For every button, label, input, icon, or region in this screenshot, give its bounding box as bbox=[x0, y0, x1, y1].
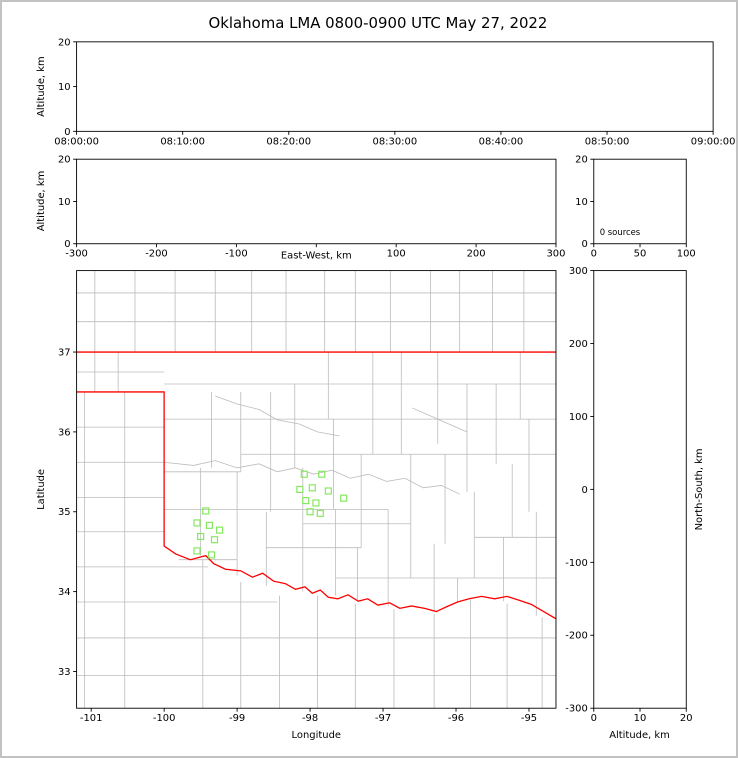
y-tick-label: 100 bbox=[569, 412, 588, 423]
y-tick-label: 10 bbox=[575, 197, 588, 208]
y-tick-label: -300 bbox=[565, 704, 588, 715]
lma-station-marker bbox=[210, 536, 219, 544]
lma-station-marker bbox=[193, 547, 201, 555]
lma-station-marker bbox=[318, 470, 326, 478]
lma-station-marker bbox=[296, 485, 304, 493]
map-xlabel: Longitude bbox=[292, 730, 341, 741]
lma-station-marker bbox=[202, 507, 210, 515]
x-tick-label: 200 bbox=[467, 249, 486, 260]
panel-frame bbox=[76, 41, 714, 132]
x-tick-label: 08:50:00 bbox=[585, 136, 630, 147]
ticks-ew-height: -300 -200 -100 100 200 300 0 10 20 bbox=[58, 155, 565, 260]
y-tick-label: 33 bbox=[58, 667, 71, 678]
county-river-line bbox=[164, 460, 460, 495]
x-tick-label: 100 bbox=[677, 249, 696, 260]
ticks-ns-height: 0 10 20 -300 -200 -100 0 100 200 300 bbox=[565, 266, 692, 724]
x-tick-label: -99 bbox=[229, 713, 245, 724]
panel-time-height: 08:00:00 08:10:00 08:20:00 08:30:00 08:40:00… bbox=[54, 37, 735, 147]
panel-ns-height: 0 10 20 -300 -200 -100 0 100 200 300 bbox=[565, 266, 692, 724]
ticks-time-height: 08:00:00 08:10:00 08:20:00 08:30:00 08:40:00… bbox=[54, 37, 735, 147]
lma-station-marker bbox=[312, 499, 320, 507]
lma-station-marker bbox=[340, 494, 348, 502]
panel-frame bbox=[76, 158, 557, 245]
x-tick-label: 08:40:00 bbox=[479, 136, 524, 147]
ns-height-xlabel: Altitude, km bbox=[609, 730, 670, 741]
x-tick-label: -100 bbox=[225, 249, 248, 260]
source-count-annotation: 0 sources bbox=[600, 227, 640, 237]
x-tick-label: 20 bbox=[680, 713, 693, 724]
x-tick-label: -96 bbox=[448, 713, 464, 724]
x-tick-label: 0 bbox=[591, 713, 597, 724]
x-tick-label: -95 bbox=[521, 713, 537, 724]
lma-station-marker bbox=[302, 496, 310, 505]
x-tick-label: 0 bbox=[591, 249, 597, 260]
panel-frame bbox=[76, 270, 557, 709]
map-ylabel: Latitude bbox=[36, 469, 47, 510]
x-tick-label: 09:00:00 bbox=[691, 136, 736, 147]
x-tick-label: -300 bbox=[65, 249, 88, 260]
time-height-ylabel: Altitude, km bbox=[36, 56, 47, 117]
y-tick-label: 0 bbox=[581, 485, 587, 496]
lma-station-marker bbox=[197, 532, 205, 541]
y-tick-label: 37 bbox=[58, 348, 71, 359]
x-tick-label: 08:20:00 bbox=[266, 136, 311, 147]
panel-frame bbox=[593, 270, 687, 709]
y-tick-label: 200 bbox=[569, 339, 588, 350]
lma-station-marker bbox=[205, 521, 213, 529]
y-tick-label: 20 bbox=[58, 37, 71, 48]
y-tick-label: 34 bbox=[58, 587, 71, 598]
panel-ew-height: -300 -200 -100 100 200 300 0 10 20 bbox=[58, 155, 565, 260]
ticks-plan-view: -101 -100 -99 -98 -97 -96 -95 33 34 35 36 37 bbox=[58, 348, 537, 725]
x-tick-label: 10 bbox=[634, 713, 647, 724]
ns-height-ylabel: North-South, km bbox=[694, 448, 705, 530]
lma-station-marker bbox=[193, 519, 201, 527]
lma-station-marker bbox=[306, 508, 314, 516]
ew-height-ylabel: Altitude, km bbox=[36, 171, 47, 232]
lma-station-marker bbox=[208, 551, 216, 559]
x-tick-label: -97 bbox=[375, 713, 391, 724]
ticks-alt-histogram: 0 50 100 0 10 20 bbox=[575, 155, 696, 260]
x-tick-label: 100 bbox=[387, 249, 406, 260]
x-tick-label: 300 bbox=[546, 249, 565, 260]
lma-station-marker bbox=[216, 526, 224, 534]
lma-station-marker bbox=[316, 509, 324, 517]
y-tick-label: 20 bbox=[58, 155, 71, 166]
x-tick-label: -101 bbox=[80, 713, 103, 724]
y-tick-label: 36 bbox=[58, 427, 71, 438]
x-tick-label: 50 bbox=[634, 249, 647, 260]
y-tick-label: 10 bbox=[58, 82, 71, 93]
map-content bbox=[76, 270, 556, 709]
y-tick-label: 0 bbox=[64, 239, 70, 250]
y-tick-label: 20 bbox=[575, 155, 588, 166]
y-tick-label: -200 bbox=[565, 631, 588, 642]
y-tick-label: 0 bbox=[64, 127, 70, 138]
y-tick-label: 10 bbox=[58, 197, 71, 208]
x-tick-label: 08:00:00 bbox=[54, 136, 99, 147]
x-tick-label: -200 bbox=[145, 249, 168, 260]
x-tick-label: 08:30:00 bbox=[373, 136, 418, 147]
county-river-line bbox=[215, 395, 340, 437]
lma-station-marker bbox=[308, 484, 316, 492]
x-tick-label: 08:10:00 bbox=[160, 136, 205, 147]
y-tick-label: 300 bbox=[569, 266, 588, 277]
state-border bbox=[76, 391, 556, 620]
panel-alt-histogram: 0 50 100 0 10 20 bbox=[575, 155, 696, 260]
county-river-line bbox=[412, 407, 468, 433]
panels-group: 08:00:00 08:10:00 08:20:00 08:30:00 08:40:00… bbox=[54, 37, 735, 724]
x-tick-label: -98 bbox=[302, 713, 318, 724]
ew-height-xlabel: East-West, km bbox=[281, 251, 352, 262]
y-tick-label: 0 bbox=[581, 239, 587, 250]
lma-station-marker bbox=[300, 470, 308, 478]
x-tick-label: -100 bbox=[153, 713, 176, 724]
panel-plan-view: -101 -100 -99 -98 -97 -96 -95 33 34 35 36 37 bbox=[58, 270, 557, 725]
figure-title: Oklahoma LMA 0800-0900 UTC May 27, 2022 bbox=[208, 14, 547, 32]
y-tick-label: -100 bbox=[565, 558, 588, 569]
lma-station-marker bbox=[324, 487, 332, 495]
y-tick-label: 35 bbox=[58, 507, 71, 518]
panel-frame bbox=[593, 158, 687, 245]
